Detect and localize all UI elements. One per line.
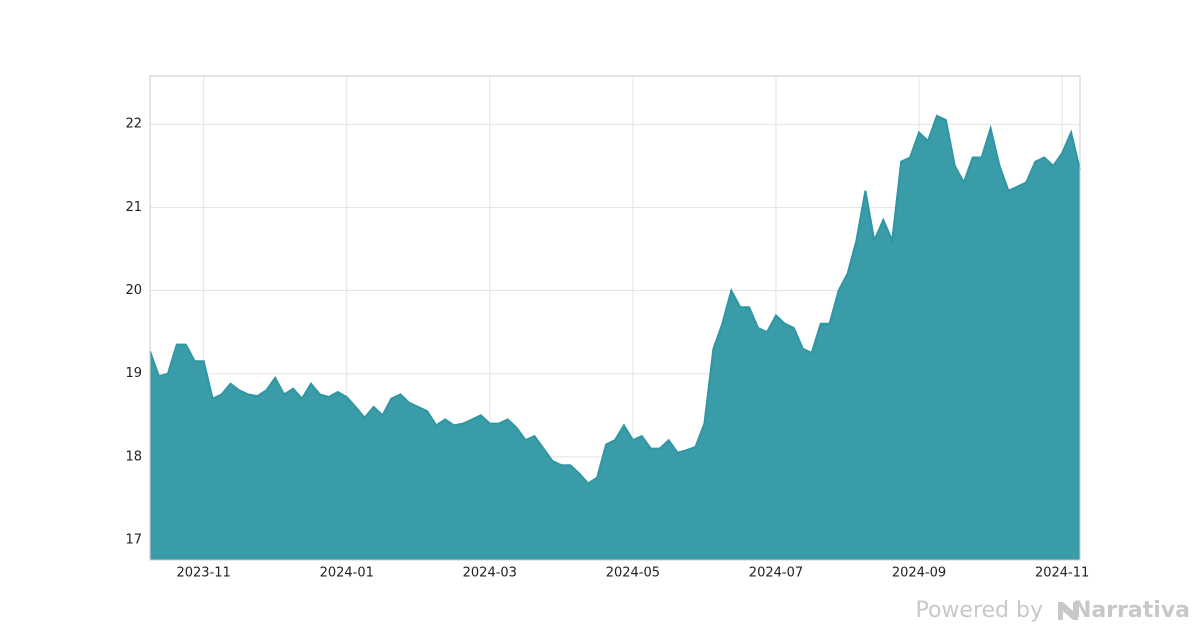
plot-frame: [149, 75, 1081, 561]
x-tick-label: 2024-01: [320, 566, 374, 581]
y-tick-label: 21: [125, 200, 142, 215]
credit-text: Powered by: [915, 598, 1043, 623]
y-tick-label: 17: [125, 533, 142, 548]
y-tick-label: 20: [125, 283, 142, 298]
credit-brand: Narrativa: [1073, 598, 1190, 623]
y-tick-label: 22: [125, 117, 142, 132]
x-tick-label: 2023-11: [176, 566, 230, 581]
line: [149, 114, 1081, 485]
area: [150, 115, 1080, 561]
y-tick-label: 18: [125, 449, 142, 464]
x-tick-label: 2024-11: [1035, 566, 1089, 581]
x-tick-label: 2024-07: [749, 566, 803, 581]
x-tick-label: 2024-03: [463, 566, 517, 581]
x-tick-label: 2024-09: [892, 566, 946, 581]
y-tick-label: 19: [125, 366, 142, 381]
x-tick-label: 2024-05: [606, 566, 660, 581]
brand-logo: [1058, 602, 1078, 620]
